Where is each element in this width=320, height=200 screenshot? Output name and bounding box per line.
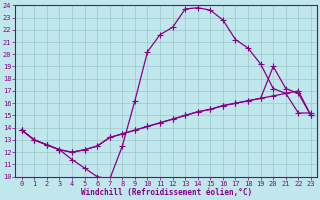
X-axis label: Windchill (Refroidissement éolien,°C): Windchill (Refroidissement éolien,°C): [81, 188, 252, 197]
